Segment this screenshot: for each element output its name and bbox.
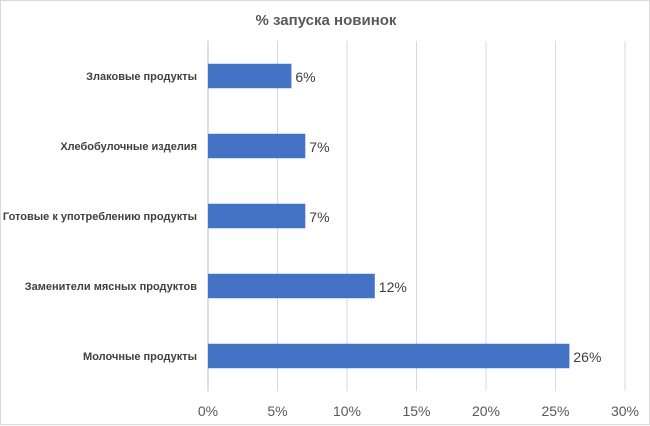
x-tick-label: 20% — [472, 403, 500, 419]
x-tick-label: 10% — [333, 403, 361, 419]
category-label: Хлебобулочные изделия — [60, 141, 197, 153]
labels: 0% 5% 10% 15% 20% 25% 30% Злаковые продукты 6% Хл… — [3, 69, 639, 419]
category-label: Молочные продукты — [83, 351, 197, 363]
grid-lines — [207, 41, 626, 391]
category-label: Готовые к употреблению продукты — [3, 211, 197, 223]
x-tick-label: 5% — [267, 403, 287, 419]
data-label: 7% — [309, 209, 329, 225]
bar — [208, 273, 375, 299]
bar — [208, 203, 306, 229]
bar — [208, 63, 292, 89]
bars — [208, 63, 570, 369]
data-label: 12% — [379, 279, 407, 295]
x-tick-label: 25% — [541, 403, 569, 419]
bar — [208, 133, 306, 159]
x-tick-label: 15% — [402, 403, 430, 419]
category-label: Злаковые продукты — [86, 71, 197, 83]
data-label: 7% — [309, 139, 329, 155]
bar — [208, 343, 570, 369]
x-tick-label: 30% — [611, 403, 639, 419]
x-tick-label: 0% — [198, 403, 218, 419]
category-label: Заменители мясных продуктов — [25, 281, 198, 293]
data-label: 6% — [295, 69, 315, 85]
data-label: 26% — [573, 349, 601, 365]
chart-title: % запуска новинок — [256, 12, 397, 29]
